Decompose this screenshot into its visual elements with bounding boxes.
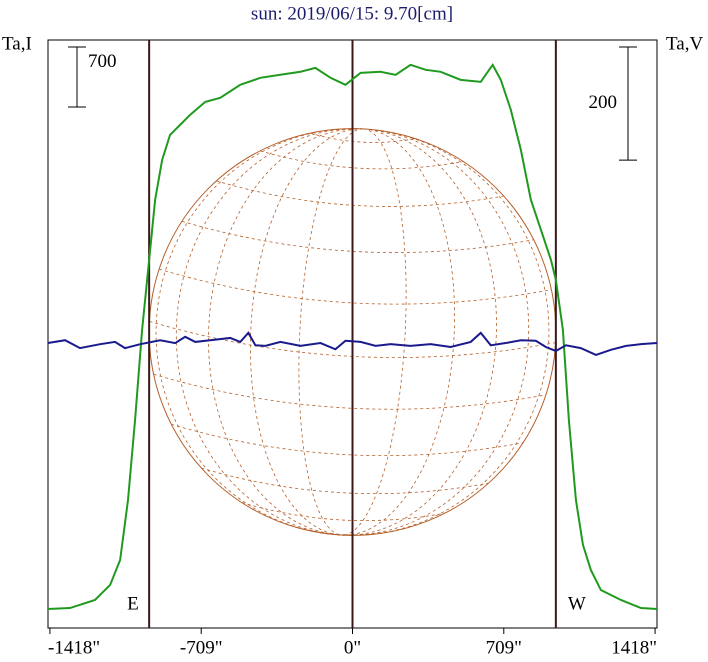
globe-line xyxy=(175,128,364,536)
globe-grid xyxy=(149,128,556,536)
globe-line xyxy=(341,128,455,536)
x-tick-label: 709" xyxy=(486,637,522,658)
limb-label: E xyxy=(127,593,139,614)
globe-line xyxy=(153,373,546,410)
globe-line xyxy=(155,128,364,536)
globe-line xyxy=(208,128,364,536)
globe-line xyxy=(171,423,524,457)
series-line xyxy=(47,331,658,356)
globe-line xyxy=(341,128,550,536)
x-tick-label: -709" xyxy=(180,637,223,658)
globe-line xyxy=(216,180,504,207)
globe-line xyxy=(310,132,416,143)
x-tick-label: -1418" xyxy=(48,637,100,658)
globe-line xyxy=(250,128,364,536)
globe-line xyxy=(260,150,464,170)
globe-line xyxy=(298,128,364,536)
globe-line xyxy=(149,320,556,358)
globe-line xyxy=(341,128,530,536)
limb-label: W xyxy=(568,593,586,614)
x-tick-label: 1418" xyxy=(611,637,657,658)
globe-line xyxy=(241,502,445,522)
globe-line xyxy=(158,268,552,305)
globe-line xyxy=(201,467,489,495)
scale-label: 200 xyxy=(589,92,618,113)
x-tick-label: 0" xyxy=(344,637,361,658)
chart-title: sun: 2019/06/15: 9.70[cm] xyxy=(251,3,453,24)
series-line xyxy=(47,62,658,610)
scale-label: 700 xyxy=(88,51,117,72)
y-axis-label: Ta,I xyxy=(2,33,32,54)
globe-line xyxy=(341,128,497,536)
globe-line xyxy=(341,128,407,536)
globe-line xyxy=(181,220,534,253)
y2-axis-label: Ta,V xyxy=(666,33,703,54)
